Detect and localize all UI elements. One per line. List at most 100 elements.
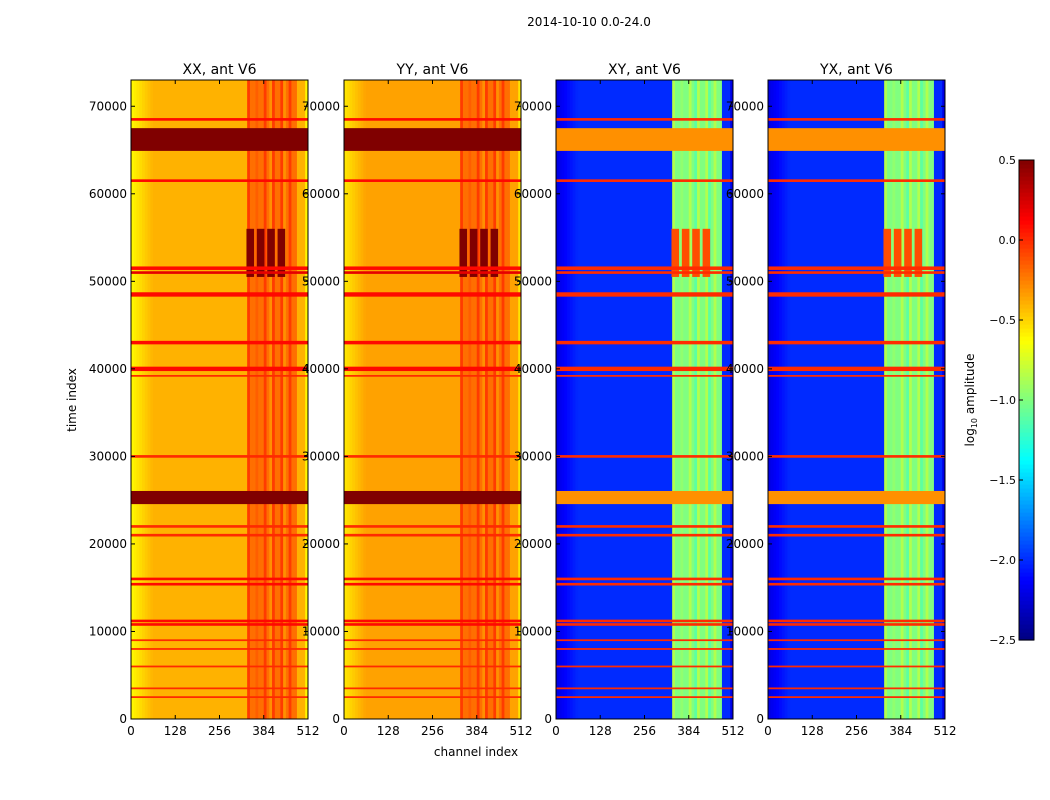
heatmap-column bbox=[432, 80, 436, 719]
burst-block bbox=[277, 228, 286, 277]
heatmap-column bbox=[426, 80, 431, 719]
rfi-row bbox=[344, 128, 521, 151]
y-tick-label: 20000 bbox=[514, 537, 552, 551]
heatmap-column bbox=[826, 80, 830, 719]
heatmap-column bbox=[194, 80, 198, 719]
heatmap-column bbox=[680, 80, 684, 719]
heatmap-column bbox=[191, 80, 196, 719]
colorbar-segment bbox=[1019, 252, 1034, 257]
rfi-row bbox=[556, 696, 733, 698]
heatmap-column bbox=[415, 80, 420, 719]
x-tick-label: 256 bbox=[845, 724, 868, 738]
heatmap-column bbox=[575, 80, 579, 719]
heatmap-column bbox=[418, 80, 422, 719]
colorbar-segment bbox=[1019, 512, 1034, 517]
heatmap-column bbox=[850, 80, 855, 719]
heatmap-column bbox=[702, 80, 706, 719]
rfi-row bbox=[556, 623, 733, 626]
heatmap-column bbox=[614, 80, 618, 719]
heatmap-column bbox=[468, 80, 472, 719]
heatmap-column bbox=[820, 80, 824, 719]
heatmap-column bbox=[781, 80, 786, 719]
heatmap-column bbox=[691, 80, 695, 719]
heatmap-column bbox=[213, 80, 218, 719]
heatmap-column bbox=[730, 80, 734, 719]
heatmap-column bbox=[161, 80, 165, 719]
x-tick-label: 0 bbox=[552, 724, 560, 738]
heatmap-column bbox=[227, 80, 232, 719]
y-tick-label: 40000 bbox=[726, 362, 764, 376]
heatmap-column bbox=[186, 80, 190, 719]
heatmap-column bbox=[244, 80, 248, 719]
rfi-row bbox=[768, 455, 945, 458]
colorbar-segment bbox=[1019, 268, 1034, 273]
colorbar-segment bbox=[1019, 360, 1034, 365]
heatmap-column bbox=[616, 80, 621, 719]
rfi-row bbox=[556, 648, 733, 650]
heatmap-column bbox=[867, 80, 871, 719]
heatmap-column bbox=[471, 80, 475, 719]
heatmap-column bbox=[366, 80, 370, 719]
colorbar-segment bbox=[1019, 248, 1034, 253]
colorbar-tick-label: −2.5 bbox=[989, 634, 1016, 647]
colorbar-segment bbox=[1019, 428, 1034, 433]
heatmap-column bbox=[473, 80, 478, 719]
colorbar-segment bbox=[1019, 304, 1034, 309]
heatmap-column bbox=[222, 80, 226, 719]
heatmap-column bbox=[225, 80, 229, 719]
heatmap-column bbox=[672, 80, 676, 719]
colorbar-segment bbox=[1019, 536, 1034, 541]
colorbar-segment bbox=[1019, 460, 1034, 465]
burst-block bbox=[480, 228, 488, 277]
colorbar-segment bbox=[1019, 284, 1034, 289]
x-tick-label: 256 bbox=[208, 724, 231, 738]
heatmap-column bbox=[683, 80, 687, 719]
heatmap-column bbox=[630, 80, 634, 719]
heatmap-column bbox=[230, 80, 234, 719]
heatmap-column bbox=[219, 80, 223, 719]
heatmap-column bbox=[708, 80, 712, 719]
colorbar-segment bbox=[1019, 524, 1034, 529]
rfi-row bbox=[556, 490, 733, 505]
y-tick-label: 30000 bbox=[302, 449, 340, 463]
rfi-row bbox=[768, 340, 945, 345]
rfi-row bbox=[768, 577, 945, 581]
heatmap-column bbox=[247, 80, 251, 719]
colorbar-tick-label: 0.5 bbox=[999, 154, 1017, 167]
colorbar-segment bbox=[1019, 176, 1034, 181]
heatmap-column bbox=[363, 80, 367, 719]
heatmap-column bbox=[382, 80, 386, 719]
heatmap-column bbox=[277, 80, 281, 719]
figure-title: 2014-10-10 0.0-24.0 bbox=[527, 15, 651, 29]
heatmap-column bbox=[379, 80, 384, 719]
colorbar-segment bbox=[1019, 496, 1034, 501]
heatmap-column bbox=[608, 80, 612, 719]
colorbar-segment bbox=[1019, 436, 1034, 441]
heatmap-column bbox=[605, 80, 610, 719]
rfi-row bbox=[131, 639, 308, 642]
colorbar-segment bbox=[1019, 432, 1034, 437]
colorbar-segment bbox=[1019, 172, 1034, 177]
rfi-row bbox=[556, 128, 733, 151]
colorbar-segment bbox=[1019, 188, 1034, 193]
heatmap-column bbox=[374, 80, 378, 719]
colorbar-segment bbox=[1019, 388, 1034, 393]
colorbar-segment bbox=[1019, 316, 1034, 321]
heatmap-column bbox=[216, 80, 220, 719]
heatmap-column bbox=[611, 80, 615, 719]
heatmap-column bbox=[357, 80, 362, 719]
heatmap-column bbox=[299, 80, 303, 719]
heatmap-column bbox=[663, 80, 668, 719]
heatmap-column bbox=[302, 80, 306, 719]
heatmap-column bbox=[346, 80, 351, 719]
rfi-row bbox=[344, 271, 521, 274]
colorbar-segment bbox=[1019, 224, 1034, 229]
heatmap-column bbox=[233, 80, 237, 719]
heatmap-column bbox=[600, 80, 604, 719]
rfi-row bbox=[131, 374, 308, 377]
colorbar-segment bbox=[1019, 488, 1034, 493]
heatmap-column bbox=[837, 80, 841, 719]
heatmap-column bbox=[515, 80, 519, 719]
heatmap-column bbox=[197, 80, 201, 719]
